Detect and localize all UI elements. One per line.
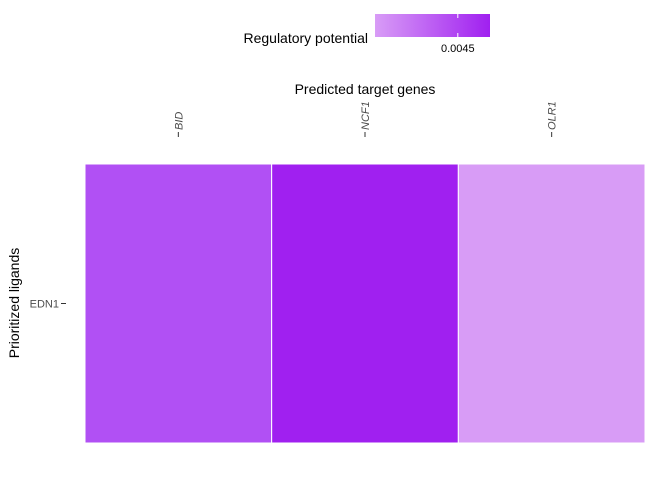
legend-colorbar xyxy=(375,14,490,37)
y-tick-label-edn1: EDN1 xyxy=(30,299,59,311)
y-axis-title: Prioritized ligands xyxy=(6,248,22,359)
heatmap-tile-edn1-ncf1 xyxy=(271,163,459,444)
x-axis-title: Predicted target genes xyxy=(295,81,436,97)
legend-title: Regulatory potential xyxy=(243,30,368,46)
heatmap-tiles xyxy=(84,163,646,444)
legend-tick-label: 0.0045 xyxy=(441,43,475,55)
legend-ticks: 0.0045 xyxy=(441,14,475,55)
heatmap-tile-edn1-olr1 xyxy=(457,163,646,444)
x-tick-label-ncf1: NCF1 xyxy=(360,101,372,130)
legend: Regulatory potential 0.0045 xyxy=(243,14,490,55)
y-axis-ticks: EDN1 xyxy=(30,299,66,311)
x-tick-label-olr1: OLR1 xyxy=(547,101,559,130)
heatmap-tile-edn1-bid xyxy=(84,163,273,444)
x-tick-label-bid: BID xyxy=(173,112,185,130)
x-axis-ticks: BID NCF1 OLR1 xyxy=(173,101,559,137)
